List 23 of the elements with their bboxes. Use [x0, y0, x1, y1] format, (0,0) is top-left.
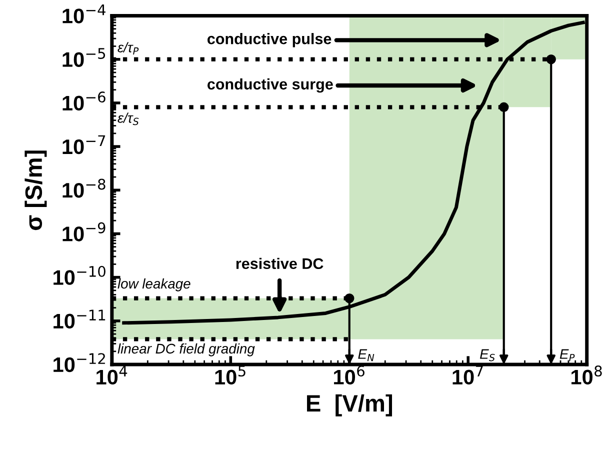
annotation: E$_{N}$: [358, 349, 374, 362]
annotation: linear DC field grading: [118, 343, 255, 356]
y-tick-label: 10$^{−5}$: [62, 48, 106, 67]
annotation: low leakage: [118, 278, 190, 292]
x-tick-label: 10$^{6}$: [334, 366, 364, 385]
y-tick-label: 10$^{−8}$: [62, 178, 106, 198]
annotation: resistive DC: [236, 258, 324, 270]
y-axis-title: σ [S/m]: [24, 150, 47, 230]
y-tick-label: 10$^{−9}$: [62, 222, 106, 242]
y-tick-label: 10$^{−11}$: [54, 310, 106, 329]
annotation: conductive surge: [208, 78, 333, 93]
annotation: E$_{P}$: [560, 349, 575, 362]
y-tick-label: 10$^{−10}$: [54, 266, 106, 285]
annotation: conductive pulse: [208, 33, 332, 48]
annotation: E$_{S}$: [480, 349, 495, 362]
y-tick-label: 10$^{−7}$: [62, 135, 106, 154]
y-tick-label: 10$^{−6}$: [62, 92, 106, 111]
x-axis-title: E [V/m]: [307, 394, 392, 416]
annotation: ε/τ$_{P}$: [118, 42, 139, 54]
x-tick-label: 10$^{8}$: [571, 366, 602, 385]
x-tick-label: 10$^{4}$: [96, 366, 128, 385]
y-tick-label: 10$^{−4}$: [62, 4, 106, 24]
annotation: ε/τ$_{S}$: [118, 112, 139, 126]
